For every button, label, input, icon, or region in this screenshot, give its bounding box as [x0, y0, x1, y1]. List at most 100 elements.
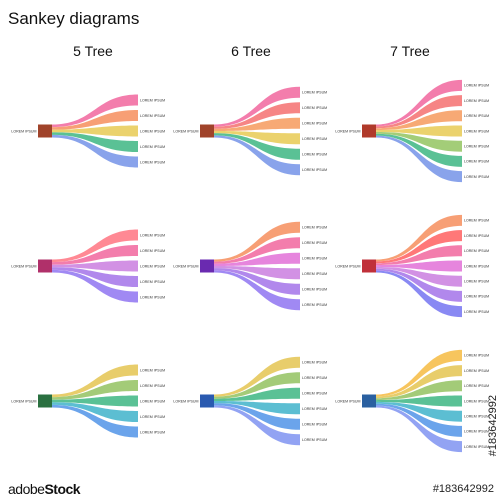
sankey-6-tree-warm: LOREM IPSUM LOREM IPSUM LOREM IPSUM LOREM I…: [173, 86, 327, 176]
branch-label-1: LOREM IPSUM: [464, 354, 489, 358]
flow-band-1: [52, 364, 138, 398]
branch-label-6: LOREM IPSUM: [302, 438, 327, 442]
flow-band-1: [52, 94, 138, 128]
page-title: Sankey diagrams: [8, 9, 140, 28]
flow-band-3: [214, 117, 300, 131]
sankey-7-tree-pinkviolet: LOREM IPSUM LOREM IPSUM LOREM IPSUM LOREM I…: [335, 214, 489, 318]
branch-label-6: LOREM IPSUM: [302, 168, 327, 172]
branch-label-3: LOREM IPSUM: [302, 257, 327, 261]
source-label: LOREM IPSUM: [335, 264, 360, 268]
flow-band-2: [376, 230, 462, 264]
branch-label-4: LOREM IPSUM: [302, 407, 327, 411]
flow-band-6: [214, 135, 300, 176]
flow-band-4: [376, 125, 462, 137]
stock-id-vertical: #183642992: [487, 395, 499, 457]
flow-band-3: [52, 260, 138, 272]
source-node: [200, 394, 214, 408]
flow-band-7: [376, 135, 462, 183]
branch-label-4: LOREM IPSUM: [464, 264, 489, 268]
source-node: [362, 394, 376, 408]
branch-label-2: LOREM IPSUM: [302, 241, 327, 245]
branch-label-5: LOREM IPSUM: [302, 153, 327, 157]
flow-band-4: [376, 395, 462, 407]
source-label: LOREM IPSUM: [11, 129, 36, 133]
flow-band-3: [376, 245, 462, 266]
source-label: LOREM IPSUM: [11, 399, 36, 403]
flow-band-2: [214, 237, 300, 264]
branch-label-2: LOREM IPSUM: [464, 99, 489, 103]
branch-label-4: LOREM IPSUM: [140, 145, 165, 149]
branch-label-5: LOREM IPSUM: [140, 295, 165, 299]
flow-band-5: [376, 266, 462, 287]
flow-band-4: [214, 401, 300, 415]
branch-label-7: LOREM IPSUM: [464, 175, 489, 179]
branch-label-6: LOREM IPSUM: [464, 295, 489, 299]
flow-band-3: [214, 387, 300, 401]
flow-band-2: [376, 365, 462, 399]
flow-band-5: [214, 268, 300, 295]
stock-logo-prefix: adobe: [8, 481, 45, 497]
flow-band-6: [214, 405, 300, 446]
branch-label-5: LOREM IPSUM: [140, 430, 165, 434]
flow-band-5: [52, 269, 138, 303]
flow-band-5: [52, 404, 138, 438]
branch-label-1: LOREM IPSUM: [302, 226, 327, 230]
flow-band-6: [376, 133, 462, 167]
flow-band-1: [214, 221, 300, 262]
flow-band-5: [214, 133, 300, 160]
column-header-6-tree: 6 Tree: [231, 43, 271, 59]
branch-label-1: LOREM IPSUM: [302, 361, 327, 365]
column-header-5-tree: 5 Tree: [73, 43, 113, 59]
branch-label-2: LOREM IPSUM: [140, 384, 165, 388]
branch-label-3: LOREM IPSUM: [302, 122, 327, 126]
source-node: [200, 259, 214, 273]
branch-label-4: LOREM IPSUM: [140, 280, 165, 284]
flow-band-4: [214, 266, 300, 280]
stock-logo: adobeStock: [8, 481, 81, 497]
branch-label-1: LOREM IPSUM: [140, 368, 165, 372]
branch-label-5: LOREM IPSUM: [464, 145, 489, 149]
branch-label-1: LOREM IPSUM: [302, 91, 327, 95]
source-label: LOREM IPSUM: [173, 264, 198, 268]
sankey-6-tree-pinkviolet: LOREM IPSUM LOREM IPSUM LOREM IPSUM LOREM I…: [173, 221, 327, 311]
flow-band-2: [52, 380, 138, 400]
flow-band-5: [376, 131, 462, 152]
flow-band-2: [214, 372, 300, 399]
branch-label-4: LOREM IPSUM: [302, 137, 327, 141]
branch-label-4: LOREM IPSUM: [464, 129, 489, 133]
flow-band-5: [52, 134, 138, 168]
branch-label-7: LOREM IPSUM: [464, 310, 489, 314]
branch-label-6: LOREM IPSUM: [302, 303, 327, 307]
branch-label-1: LOREM IPSUM: [464, 84, 489, 88]
branch-label-2: LOREM IPSUM: [464, 369, 489, 373]
source-label: LOREM IPSUM: [335, 399, 360, 403]
flow-band-1: [376, 214, 462, 262]
branch-label-4: LOREM IPSUM: [140, 415, 165, 419]
flow-band-5: [376, 401, 462, 422]
column-header-7-tree: 7 Tree: [390, 43, 430, 59]
flow-band-4: [52, 132, 138, 152]
branch-label-5: LOREM IPSUM: [140, 160, 165, 164]
stock-watermark-bar: adobeStock #183642992: [0, 478, 500, 500]
source-label: LOREM IPSUM: [335, 129, 360, 133]
branch-label-3: LOREM IPSUM: [464, 114, 489, 118]
flow-band-6: [214, 270, 300, 311]
flow-band-6: [376, 268, 462, 302]
branch-label-7: LOREM IPSUM: [464, 445, 489, 449]
flow-band-2: [376, 95, 462, 129]
sankey-5-tree-green: LOREM IPSUM LOREM IPSUM LOREM IPSUM LOREM I…: [11, 364, 165, 438]
sankey-5-tree-pinkviolet: LOREM IPSUM LOREM IPSUM LOREM IPSUM LOREM I…: [11, 229, 165, 303]
flow-band-6: [376, 403, 462, 437]
branch-label-4: LOREM IPSUM: [302, 272, 327, 276]
source-node: [38, 394, 52, 408]
branch-label-1: LOREM IPSUM: [464, 219, 489, 223]
branch-label-3: LOREM IPSUM: [140, 129, 165, 133]
branch-label-2: LOREM IPSUM: [140, 249, 165, 253]
flow-band-1: [52, 229, 138, 263]
flow-band-4: [52, 402, 138, 422]
sankey-7-tree-green: LOREM IPSUM LOREM IPSUM LOREM IPSUM LOREM I…: [335, 349, 489, 453]
flow-band-1: [214, 86, 300, 127]
flow-band-3: [52, 395, 138, 407]
stock-logo-word: Stock: [44, 481, 81, 497]
branch-label-6: LOREM IPSUM: [464, 160, 489, 164]
